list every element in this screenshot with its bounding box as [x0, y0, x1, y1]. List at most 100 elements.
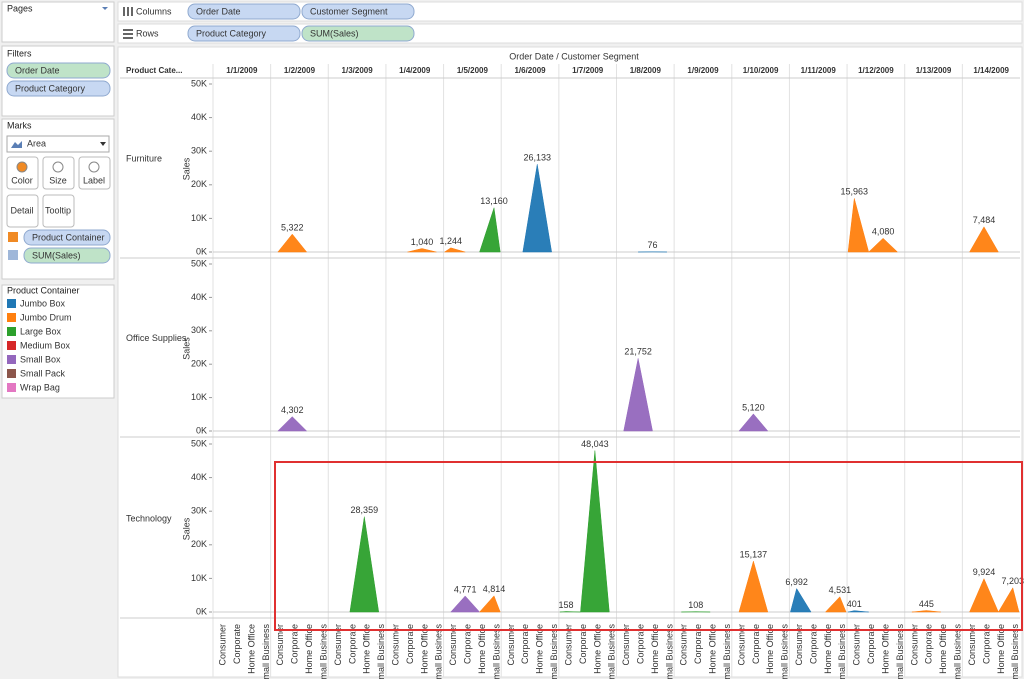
- segment-label: Consumer: [909, 624, 919, 666]
- y-tick-label: 0K: [196, 425, 207, 435]
- dropdown-arrow: [100, 142, 106, 146]
- data-label: 158: [559, 600, 574, 610]
- segment-label: Corporate: [347, 624, 357, 664]
- date-header: 1/2/2009: [284, 66, 316, 75]
- segment-label: Consumer: [218, 624, 228, 666]
- marks-button[interactable]: [78, 156, 111, 190]
- y-tick-label: 20K: [191, 359, 207, 369]
- mark-type-dropdown[interactable]: [6, 135, 110, 153]
- segment-label: Corporate: [924, 624, 934, 664]
- segment-label: Consumer: [967, 624, 977, 666]
- data-label: 15,963: [841, 187, 869, 197]
- segment-label: Home Office: [535, 624, 545, 674]
- axis-title: Sales: [181, 337, 191, 360]
- columns-label: Columns: [136, 6, 172, 16]
- view: [117, 46, 1023, 678]
- segment-label: Small Business: [780, 624, 790, 679]
- legend-title: Product Container: [7, 285, 80, 295]
- area-mark: [479, 595, 501, 613]
- y-tick-label: 30K: [191, 146, 207, 156]
- data-label: 15,137: [740, 550, 768, 560]
- data-label: 445: [919, 599, 934, 609]
- segment-label: Corporate: [463, 624, 473, 664]
- segment-label: Consumer: [275, 624, 285, 666]
- segment-label: Consumer: [679, 624, 689, 666]
- data-label: 26,133: [523, 153, 551, 163]
- row-pill-text: SUM(Sales): [310, 28, 359, 38]
- data-label: 4,814: [483, 584, 506, 594]
- marks-field-pill[interactable]: [23, 229, 111, 246]
- pages-menu[interactable]: [102, 7, 108, 10]
- marks-button-label: Label: [83, 175, 105, 185]
- filter-pill[interactable]: [6, 62, 111, 79]
- area-mark: [443, 247, 466, 253]
- area-mark: [969, 578, 999, 613]
- segment-label: Home Office: [823, 624, 833, 674]
- row-pill[interactable]: [301, 25, 415, 42]
- y-tick-label: 0K: [196, 606, 207, 616]
- area-mark: [847, 198, 870, 253]
- segment-label: Consumer: [448, 624, 458, 666]
- segment-label: Home Office: [362, 624, 372, 674]
- area-mark: [349, 516, 380, 613]
- segment-label: Corporate: [290, 624, 300, 664]
- segment-label: Small Business: [837, 624, 847, 679]
- segment-label: Small Business: [261, 624, 271, 679]
- area-mark: [790, 587, 812, 613]
- area-mark: [277, 233, 308, 253]
- y-tick-label: 40K: [191, 112, 207, 122]
- data-label: 4,531: [829, 585, 852, 595]
- area-mark: [824, 596, 847, 613]
- segment-label: Small Business: [664, 624, 674, 679]
- data-label: 4,771: [454, 584, 477, 594]
- date-header: 1/3/2009: [342, 66, 374, 75]
- highlight-box: [274, 461, 1023, 631]
- marks-button[interactable]: [42, 156, 75, 190]
- column-pill[interactable]: [301, 3, 415, 20]
- segment-label: Small Business: [376, 624, 386, 679]
- row-header: Product Cate...: [126, 66, 182, 75]
- segment-label: Small Business: [722, 624, 732, 679]
- column-pill-text: Order Date: [196, 6, 241, 16]
- column-pill[interactable]: [187, 3, 301, 20]
- marks-button[interactable]: [6, 194, 39, 228]
- segment-label: Corporate: [232, 624, 242, 664]
- legend-swatch: [7, 327, 16, 336]
- segment-label: Small Business: [318, 624, 328, 679]
- category-label: Technology: [126, 513, 172, 523]
- legend-swatch: [7, 355, 16, 364]
- segment-label: Small Business: [607, 624, 617, 679]
- filter-pill[interactable]: [6, 80, 111, 97]
- area-mark: [522, 164, 552, 253]
- marks-field-pill[interactable]: [23, 247, 111, 264]
- rows-label: Rows: [136, 28, 159, 38]
- y-tick-label: 30K: [191, 325, 207, 335]
- date-header: 1/5/2009: [457, 66, 489, 75]
- date-header: 1/14/2009: [973, 66, 1009, 75]
- data-label: 7,484: [973, 215, 996, 225]
- date-header: 1/7/2009: [572, 66, 604, 75]
- y-tick-label: 50K: [191, 78, 207, 88]
- column-pill-text: Customer Segment: [310, 6, 388, 16]
- y-tick-label: 20K: [191, 179, 207, 189]
- marks-button[interactable]: [6, 156, 39, 190]
- area-mark: [911, 610, 941, 613]
- y-tick-label: 10K: [191, 573, 207, 583]
- marks-button[interactable]: [42, 194, 75, 228]
- date-header: 1/11/2009: [801, 66, 837, 75]
- data-label: 9,924: [973, 567, 996, 577]
- date-header: 1/13/2009: [916, 66, 952, 75]
- row-pill[interactable]: [187, 25, 301, 42]
- segment-label: Corporate: [808, 624, 818, 664]
- legend-swatch: [7, 369, 16, 378]
- area-mark: [997, 587, 1020, 613]
- segment-label: Consumer: [563, 624, 573, 666]
- data-label: 5,322: [281, 222, 304, 232]
- date-header: 1/1/2009: [226, 66, 258, 75]
- area-mark: [580, 450, 610, 613]
- y-tick-label: 40K: [191, 472, 207, 482]
- segment-label: Consumer: [506, 624, 516, 666]
- segment-label: Corporate: [520, 624, 530, 664]
- segment-label: Home Office: [996, 624, 1006, 674]
